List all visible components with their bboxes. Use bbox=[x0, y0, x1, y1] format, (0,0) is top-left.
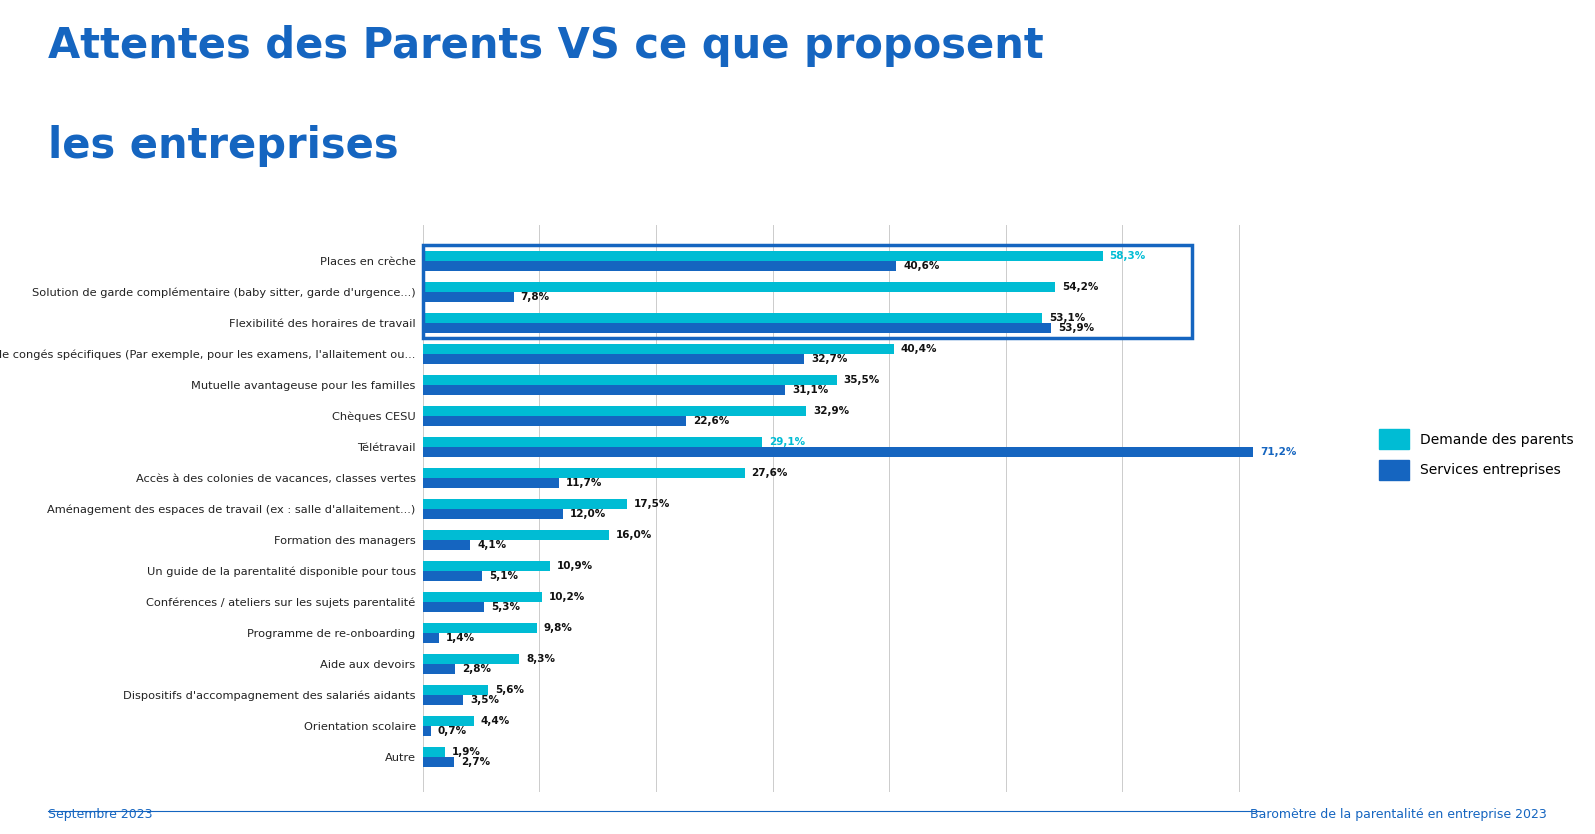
Text: 40,4%: 40,4% bbox=[901, 344, 938, 354]
Bar bbox=[423, 746, 445, 756]
Text: 40,6%: 40,6% bbox=[903, 261, 939, 271]
Text: 58,3%: 58,3% bbox=[1110, 251, 1145, 261]
Bar bbox=[423, 416, 686, 425]
Bar bbox=[423, 375, 837, 384]
Text: 0,7%: 0,7% bbox=[439, 726, 467, 736]
Text: 7,8%: 7,8% bbox=[520, 292, 550, 302]
Text: 22,6%: 22,6% bbox=[694, 415, 729, 425]
Text: 31,1%: 31,1% bbox=[793, 384, 829, 394]
Text: 9,8%: 9,8% bbox=[544, 623, 573, 633]
Text: 5,3%: 5,3% bbox=[491, 601, 520, 611]
Text: 32,9%: 32,9% bbox=[813, 406, 850, 416]
Text: 29,1%: 29,1% bbox=[769, 437, 805, 447]
Text: 12,0%: 12,0% bbox=[569, 509, 606, 519]
Bar bbox=[423, 509, 563, 519]
Bar bbox=[423, 664, 455, 674]
Bar bbox=[423, 570, 482, 580]
Text: 3,5%: 3,5% bbox=[471, 695, 499, 705]
Text: Attentes des Parents VS ce que proposent: Attentes des Parents VS ce que proposent bbox=[48, 25, 1043, 67]
Bar bbox=[423, 623, 538, 633]
Bar bbox=[423, 601, 485, 611]
Bar bbox=[423, 323, 1051, 333]
Text: 1,4%: 1,4% bbox=[447, 633, 475, 643]
Text: 53,1%: 53,1% bbox=[1050, 313, 1085, 323]
Bar bbox=[423, 540, 471, 550]
Bar bbox=[423, 468, 745, 478]
Bar bbox=[423, 685, 488, 695]
Text: 17,5%: 17,5% bbox=[633, 499, 670, 509]
Text: 35,5%: 35,5% bbox=[844, 374, 880, 384]
Text: 27,6%: 27,6% bbox=[751, 468, 788, 478]
Bar bbox=[423, 251, 1102, 261]
Text: 10,9%: 10,9% bbox=[557, 560, 593, 570]
Text: 5,1%: 5,1% bbox=[490, 570, 518, 580]
Text: 53,9%: 53,9% bbox=[1059, 323, 1094, 333]
Bar bbox=[423, 756, 455, 766]
Text: 2,8%: 2,8% bbox=[463, 664, 491, 674]
Text: 16,0%: 16,0% bbox=[616, 530, 652, 540]
Bar bbox=[423, 354, 804, 364]
Text: 32,7%: 32,7% bbox=[812, 354, 847, 364]
Bar bbox=[423, 406, 807, 416]
Bar bbox=[423, 633, 439, 642]
Text: Septembre 2023: Septembre 2023 bbox=[48, 808, 153, 821]
Text: les entreprises: les entreprises bbox=[48, 125, 399, 167]
Bar bbox=[423, 695, 464, 705]
Text: 54,2%: 54,2% bbox=[1062, 282, 1099, 292]
Text: 8,3%: 8,3% bbox=[526, 654, 555, 664]
Bar bbox=[423, 313, 1042, 323]
Text: 4,1%: 4,1% bbox=[477, 540, 507, 550]
Bar bbox=[423, 384, 785, 394]
Bar bbox=[423, 447, 1254, 457]
Bar bbox=[423, 716, 474, 726]
Legend: Demande des parents, Services entreprises: Demande des parents, Services entreprise… bbox=[1378, 430, 1574, 480]
Bar bbox=[423, 654, 520, 664]
Bar bbox=[423, 282, 1054, 292]
Bar bbox=[423, 726, 431, 736]
Text: 10,2%: 10,2% bbox=[549, 592, 585, 602]
Bar bbox=[423, 478, 560, 488]
Text: 5,6%: 5,6% bbox=[494, 685, 525, 695]
Bar bbox=[423, 592, 542, 601]
Bar bbox=[423, 437, 762, 447]
Text: 2,7%: 2,7% bbox=[461, 756, 490, 766]
Bar bbox=[423, 499, 627, 509]
Text: 71,2%: 71,2% bbox=[1260, 447, 1297, 457]
Bar bbox=[423, 560, 550, 570]
Bar bbox=[423, 344, 893, 354]
Text: Baromètre de la parentalité en entreprise 2023: Baromètre de la parentalité en entrepris… bbox=[1250, 808, 1547, 821]
Bar bbox=[423, 292, 514, 302]
Text: 4,4%: 4,4% bbox=[482, 716, 510, 726]
Bar bbox=[423, 261, 896, 271]
Text: 1,9%: 1,9% bbox=[451, 746, 480, 756]
Bar bbox=[423, 530, 609, 540]
Text: 11,7%: 11,7% bbox=[566, 478, 603, 488]
